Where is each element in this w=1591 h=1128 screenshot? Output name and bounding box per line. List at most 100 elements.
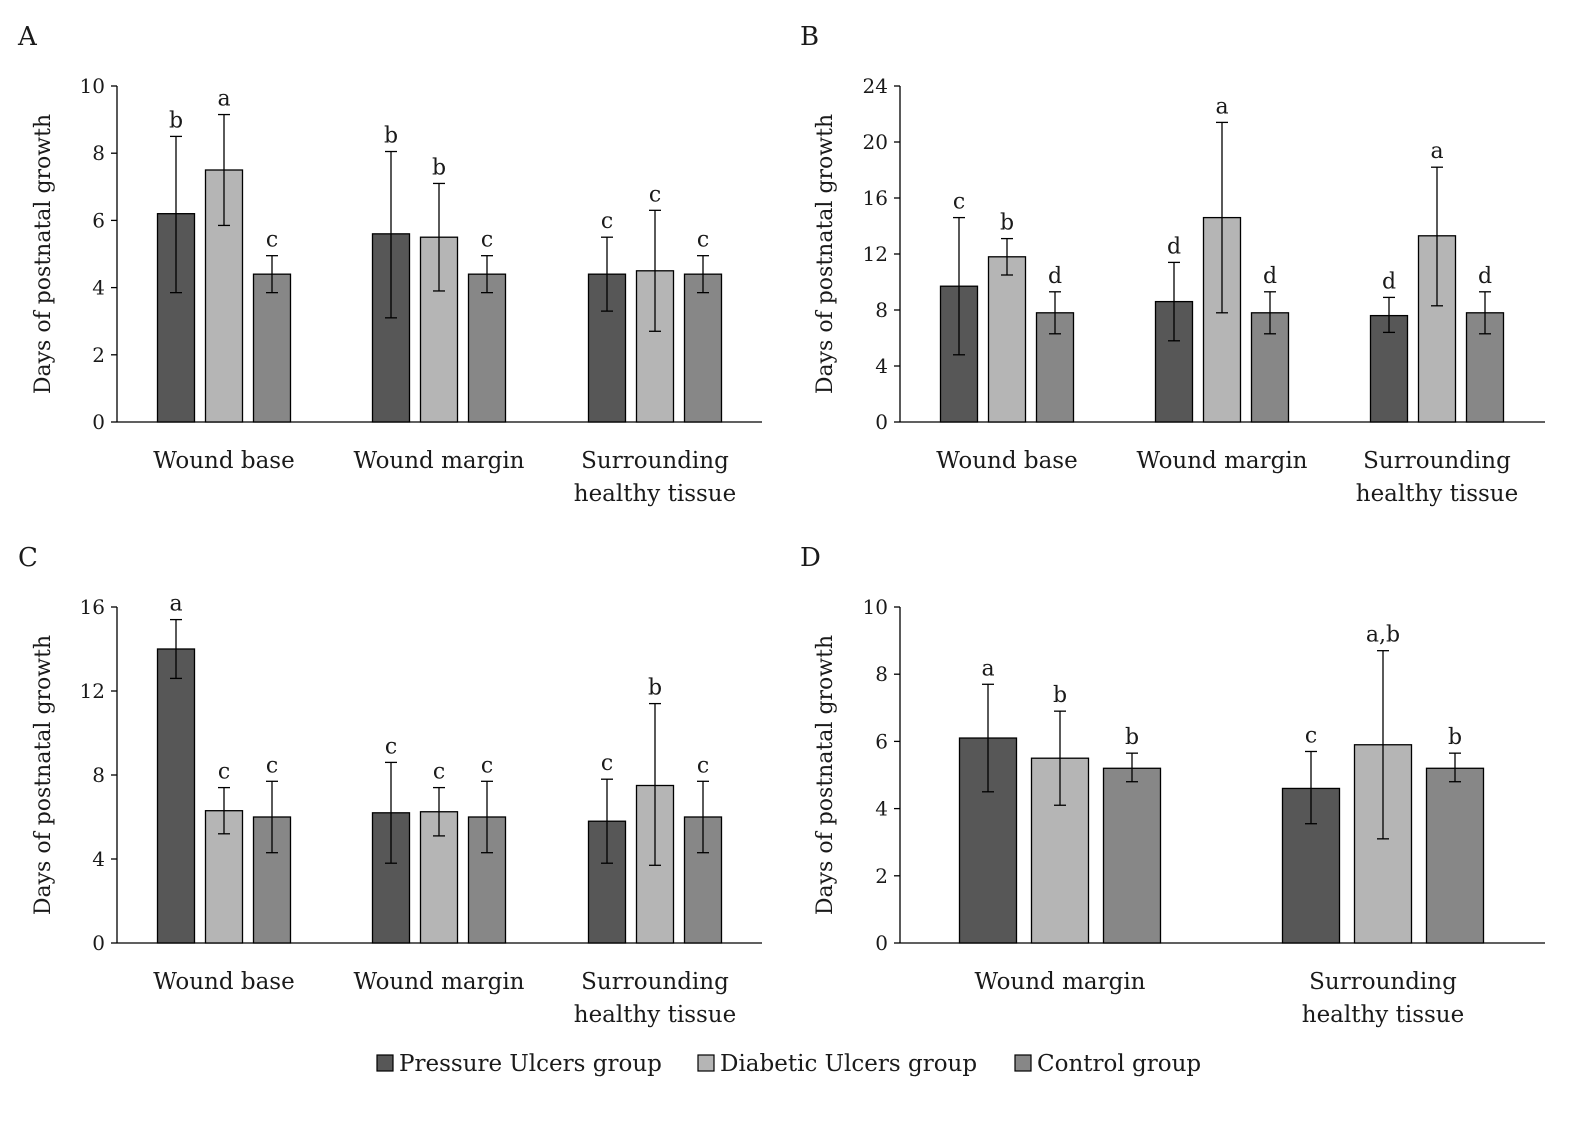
bar <box>1102 767 1162 944</box>
significance-letter: b <box>1053 683 1067 708</box>
bar <box>1425 767 1485 944</box>
legend: Pressure Ulcers group Diabetic Ulcers gro… <box>376 1051 1201 1077</box>
y-tick-label: 12 <box>863 242 888 266</box>
legend-item: Control group <box>1014 1051 1201 1077</box>
significance-letter: b <box>169 108 183 133</box>
x-category-label: healthy tissue <box>1302 1002 1464 1028</box>
x-category-label: Wound base <box>153 969 294 995</box>
y-axis-title: Days of postnatal growth <box>31 635 56 915</box>
legend-swatch <box>1014 1054 1032 1072</box>
significance-letter: c <box>481 753 493 778</box>
significance-letter: b <box>1448 725 1462 750</box>
legend-label: Pressure Ulcers group <box>399 1051 662 1077</box>
x-category-label: Wound margin <box>1137 448 1308 474</box>
y-tick-label: 8 <box>875 662 888 686</box>
y-tick-label: 16 <box>863 186 888 210</box>
significance-letter: c <box>649 182 661 207</box>
bar <box>419 236 459 423</box>
significance-letter: c <box>266 753 278 778</box>
panel-label: B <box>800 22 819 52</box>
y-tick-label: 10 <box>80 74 105 98</box>
y-tick-label: 20 <box>863 130 888 154</box>
significance-letter: a <box>169 592 182 617</box>
y-tick-label: 6 <box>92 208 105 232</box>
significance-letter: a <box>217 87 230 112</box>
chart-panel-b: B 0 4 8 12 16 20 24 Days of postnatal growth c b d W… <box>800 22 1545 507</box>
significance-letter: d <box>1167 234 1181 259</box>
significance-letter: c <box>266 228 278 253</box>
y-tick-label: 4 <box>875 797 888 821</box>
bar <box>987 256 1027 423</box>
y-tick-label: 4 <box>92 276 105 300</box>
bar <box>204 810 244 944</box>
y-tick-label: 8 <box>875 298 888 322</box>
legend-item: Diabetic Ulcers group <box>697 1051 977 1077</box>
x-category-label: Surrounding <box>1309 969 1457 995</box>
significance-letter: c <box>481 228 493 253</box>
y-axis-title: Days of postnatal growth <box>813 635 838 915</box>
y-tick-label: 2 <box>875 864 888 888</box>
significance-letter: c <box>601 209 613 234</box>
y-axis-title: Days of postnatal growth <box>813 114 838 394</box>
chart-panel-a: A 0 2 4 6 8 10 Days of postnatal growth b a c Wound… <box>17 22 762 507</box>
panel-label: C <box>18 543 38 573</box>
legend-label: Control group <box>1037 1051 1201 1077</box>
x-category-label: Wound base <box>153 448 294 474</box>
y-tick-label: 0 <box>92 931 105 955</box>
y-tick-label: 4 <box>875 354 888 378</box>
significance-letter: a <box>981 656 994 681</box>
x-category-label: Wound margin <box>354 448 525 474</box>
significance-letter: b <box>432 155 446 180</box>
legend-swatch <box>697 1054 715 1072</box>
significance-letter: d <box>1382 269 1396 294</box>
y-tick-label: 24 <box>863 74 888 98</box>
significance-letter: c <box>385 734 397 759</box>
x-category-label: Surrounding <box>581 448 729 474</box>
x-category-label: Wound margin <box>975 969 1146 995</box>
significance-letter: c <box>1305 723 1317 748</box>
significance-letter: a <box>1215 94 1228 119</box>
significance-letter: c <box>953 190 965 215</box>
y-tick-label: 10 <box>863 595 888 619</box>
y-axis-title: Days of postnatal growth <box>31 114 56 394</box>
significance-letter: c <box>433 760 445 785</box>
significance-letter: c <box>697 228 709 253</box>
y-tick-label: 2 <box>92 343 105 367</box>
significance-letter: c <box>601 751 613 776</box>
significance-letter: c <box>697 753 709 778</box>
legend-swatch <box>376 1054 394 1072</box>
legend-item: Pressure Ulcers group <box>376 1051 662 1077</box>
significance-letter: d <box>1263 264 1277 289</box>
x-category-label: Surrounding <box>1363 448 1511 474</box>
bar <box>252 273 292 423</box>
y-tick-label: 12 <box>80 679 105 703</box>
significance-letter: a <box>1430 139 1443 164</box>
chart-panel-d: D 0 2 4 6 8 10 Days of postnatal growth a b b Wound… <box>800 543 1545 1028</box>
significance-letter: a,b <box>1366 623 1400 648</box>
y-tick-label: 4 <box>92 847 105 871</box>
bar <box>156 648 196 944</box>
y-tick-label: 0 <box>875 410 888 434</box>
x-category-label: Wound margin <box>354 969 525 995</box>
panel-label: D <box>800 543 821 573</box>
y-tick-label: 6 <box>875 729 888 753</box>
chart-panel-c: C 0 4 8 12 16 Days of postnatal growth a c c Wound… <box>18 543 762 1028</box>
x-category-label: Surrounding <box>581 969 729 995</box>
x-category-label: healthy tissue <box>574 481 736 507</box>
significance-letter: b <box>384 124 398 149</box>
y-tick-label: 8 <box>92 763 105 787</box>
significance-letter: b <box>648 676 662 701</box>
legend-label: Diabetic Ulcers group <box>720 1051 977 1077</box>
significance-letter: b <box>1125 725 1139 750</box>
x-category-label: Wound base <box>936 448 1077 474</box>
x-category-label: healthy tissue <box>574 1002 736 1028</box>
panel-label: A <box>17 22 38 52</box>
significance-letter: d <box>1048 264 1062 289</box>
bar <box>467 273 507 423</box>
y-tick-label: 8 <box>92 141 105 165</box>
x-category-label: healthy tissue <box>1356 481 1518 507</box>
significance-letter: c <box>218 760 230 785</box>
y-tick-label: 16 <box>80 595 105 619</box>
